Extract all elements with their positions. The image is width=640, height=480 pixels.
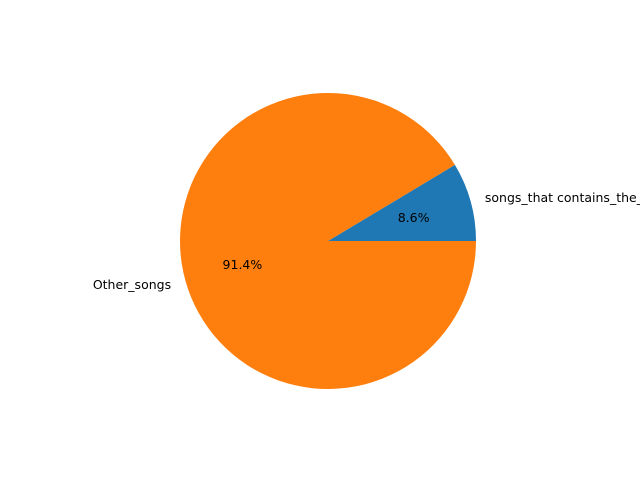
category-label: Other_songs <box>93 277 171 292</box>
pie-labels: songs_that contains_the_word 8.6% Other_so… <box>93 190 640 292</box>
pie-slices <box>179 93 476 390</box>
percent-label: 8.6% <box>398 210 430 225</box>
pie-slice-other-songs <box>179 93 476 390</box>
percent-label: 91.4% <box>223 257 263 272</box>
category-label: songs_that contains_the_word <box>485 190 640 205</box>
pie-slice-songs-that-contains-the-word <box>328 164 476 241</box>
